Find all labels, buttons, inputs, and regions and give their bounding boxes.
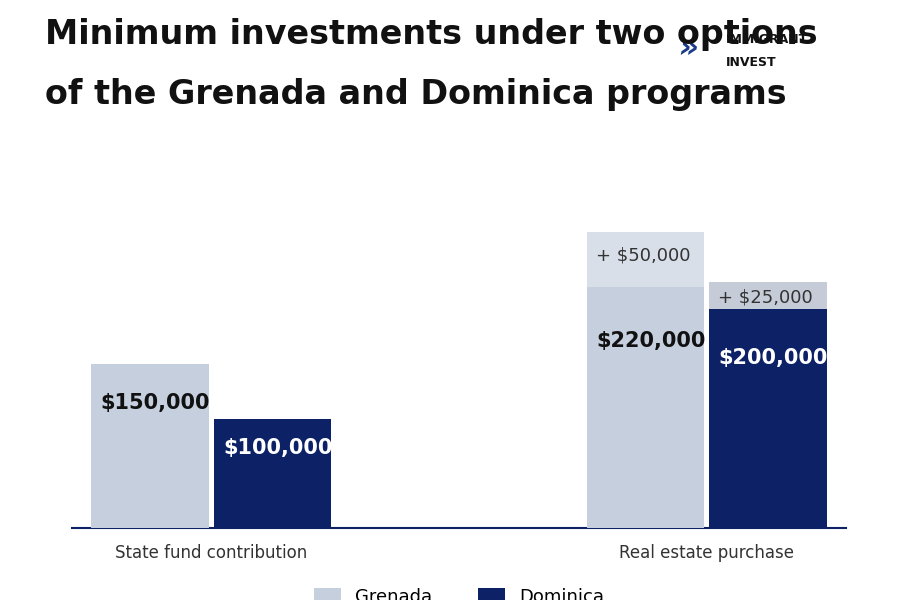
Bar xyxy=(213,419,331,528)
Text: $200,000: $200,000 xyxy=(718,349,828,368)
Text: $100,000: $100,000 xyxy=(223,438,332,458)
Text: + $50,000: + $50,000 xyxy=(596,246,690,264)
Text: »: » xyxy=(679,34,698,63)
Text: $150,000: $150,000 xyxy=(101,394,211,413)
Bar xyxy=(709,309,827,528)
Bar xyxy=(587,232,705,287)
Bar xyxy=(91,364,209,528)
Text: Minimum investments under two options: Minimum investments under two options xyxy=(45,18,817,51)
Text: INVEST: INVEST xyxy=(725,56,776,70)
Text: IMMIGRANT: IMMIGRANT xyxy=(725,32,807,46)
Text: $220,000: $220,000 xyxy=(596,331,706,350)
Bar xyxy=(709,281,827,309)
Legend: Grenada, Dominica: Grenada, Dominica xyxy=(314,588,604,600)
Bar xyxy=(587,287,705,528)
Text: of the Grenada and Dominica programs: of the Grenada and Dominica programs xyxy=(45,78,787,111)
Text: + $25,000: + $25,000 xyxy=(718,289,814,307)
